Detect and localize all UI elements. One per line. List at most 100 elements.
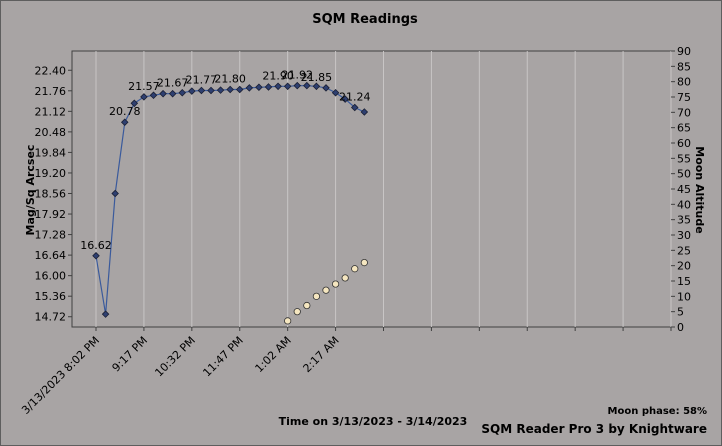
right-tick-label: 20 [677, 260, 691, 273]
sqm-point [245, 84, 254, 92]
sqm-point [312, 82, 321, 91]
sqm-point [120, 118, 129, 127]
right-tick-label: 0 [677, 321, 684, 334]
right-tick-label: 50 [677, 168, 691, 181]
right-tick-label: 60 [677, 137, 691, 150]
left-tick-label: 17.92 [35, 208, 67, 221]
data-label: 21.92 [282, 69, 314, 82]
right-tick-label: 90 [677, 45, 691, 58]
sqm-point [303, 81, 311, 90]
sqm-point [168, 89, 177, 98]
x-tick-label: 11:47 PM [200, 334, 245, 379]
left-tick-label: 15.36 [35, 290, 67, 303]
moon-altitude-point [284, 317, 292, 325]
sqm-point [331, 88, 340, 97]
left-tick-label: 20.48 [35, 126, 67, 139]
data-label: 21.80 [214, 73, 246, 86]
right-tick-label: 35 [677, 214, 691, 227]
sqm-point [101, 310, 110, 318]
sqm-point [197, 86, 206, 95]
moon-altitude-point [331, 280, 340, 288]
x-axis: 3/13/2023 8:02 PM 9:17 PM 10:32 PM 11:47 PM… [19, 327, 672, 417]
sqm-point [322, 84, 330, 92]
sqm-point [140, 93, 148, 101]
right-tick-label: 40 [677, 198, 691, 211]
moon-altitude-point [351, 265, 359, 273]
data-label: 16.62 [80, 239, 112, 252]
right-tick-label: 55 [677, 152, 691, 165]
moon-altitude-point [293, 308, 301, 316]
sqm-point [92, 251, 100, 260]
sqm-point [149, 91, 158, 100]
right-tick-label: 5 [677, 306, 684, 319]
left-tick-label: 18.56 [35, 187, 67, 200]
data-label: 21.57 [128, 80, 160, 93]
x-tick-label: 1:02 AM [253, 334, 294, 375]
moon-altitude-point [341, 274, 349, 282]
sqm-point [226, 85, 234, 94]
x-tick-label: 10:32 PM [152, 334, 197, 379]
left-tick-label: 16.00 [35, 270, 67, 283]
data-label: 21.85 [301, 71, 333, 84]
left-tick-label: 21.76 [35, 85, 67, 98]
left-axis: 22.40 21.76 21.12 20.48 19.84 19.20 18.56 17.92… [35, 64, 72, 324]
right-tick-label: 80 [677, 76, 691, 89]
chart-title: SQM Readings [312, 12, 418, 27]
app-credit-text: SQM Reader Pro 3 by Knightware [481, 422, 707, 436]
right-tick-label: 25 [677, 244, 691, 257]
data-label: 21.77 [186, 73, 218, 86]
sqm-point [283, 82, 292, 91]
moon-altitude-point [303, 301, 311, 310]
right-tick-label: 10 [677, 290, 691, 303]
data-label: 21.24 [339, 90, 371, 103]
moon-altitude-point [322, 286, 330, 294]
right-tick-label: 15 [677, 275, 691, 288]
sqm-point [255, 83, 263, 92]
sqm-point [235, 85, 244, 94]
sqm-point [159, 89, 167, 98]
sqm-point [360, 108, 369, 116]
left-tick-label: 19.20 [35, 167, 67, 180]
x-axis-title: Time on 3/13/2023 - 3/14/2023 [279, 415, 468, 428]
left-tick-label: 22.40 [35, 64, 67, 77]
right-axis: 0 5 10 15 20 25 30 35 40 45 50 55 60 65 70 75 80 85 90 [671, 45, 691, 334]
sqm-point [188, 87, 196, 95]
left-tick-label: 21.12 [35, 105, 67, 118]
left-tick-label: 19.84 [35, 146, 67, 159]
y-axis-title-right: Moon Altitude [693, 146, 706, 233]
sqm-point [293, 81, 302, 90]
sqm-point [178, 88, 187, 97]
right-tick-label: 75 [677, 91, 691, 104]
sqm-point [130, 99, 139, 108]
left-tick-label: 14.72 [35, 311, 67, 324]
sqm-point [341, 95, 349, 103]
sqm-point [264, 83, 273, 91]
sqm-point [274, 82, 282, 91]
data-label: 21.67 [157, 77, 189, 90]
right-tick-label: 65 [677, 122, 691, 135]
y-axis-title-left: Mag/Sq Arcsec [24, 145, 37, 236]
left-tick-label: 16.64 [35, 249, 67, 262]
sqm-point [111, 189, 119, 198]
moon-phase-text: Moon phase: 58% [608, 406, 707, 417]
right-tick-label: 85 [677, 60, 691, 73]
left-tick-label: 17.28 [35, 229, 67, 242]
x-tick-label: 9:17 PM [110, 334, 151, 375]
x-tick-label: 2:17 AM [301, 334, 342, 375]
x-tick-label: 3/13/2023 8:02 PM [19, 334, 102, 417]
plot-area [71, 50, 672, 328]
moon-altitude-point [360, 258, 368, 267]
right-tick-label: 70 [677, 106, 691, 119]
moon-altitude-point [312, 292, 321, 300]
series-layer [92, 81, 369, 325]
right-tick-label: 45 [677, 183, 691, 196]
sqm-point [207, 86, 215, 95]
data-label: 20.78 [109, 105, 141, 118]
right-tick-label: 30 [677, 229, 691, 242]
sqm-point [216, 86, 225, 94]
data-label: 21.90 [262, 69, 294, 82]
sqm-point [350, 103, 359, 112]
